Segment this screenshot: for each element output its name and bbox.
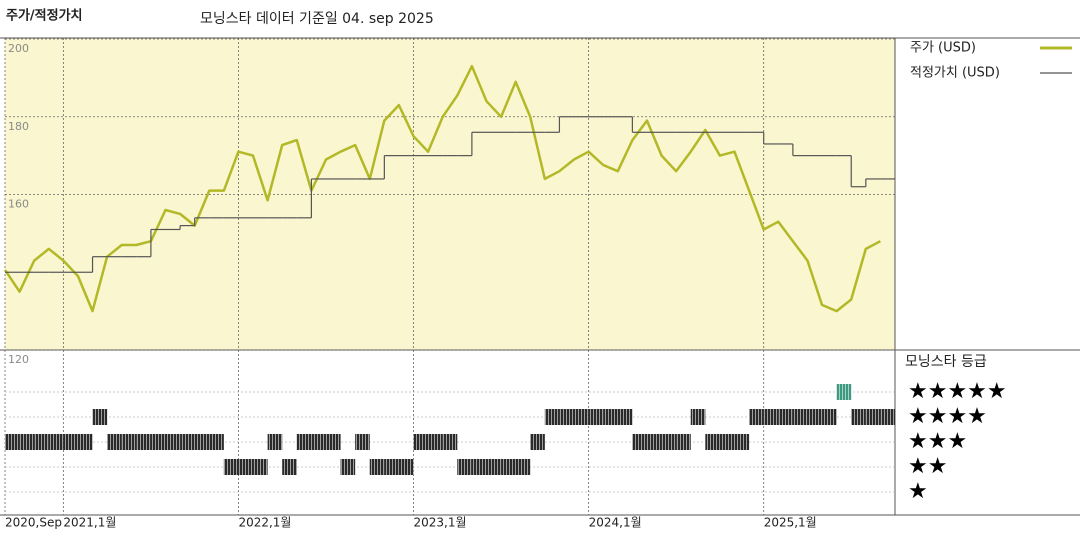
- rating-title: 모닝스타 등급: [905, 354, 987, 370]
- bar-texture: [92, 409, 108, 425]
- bar-texture: [325, 434, 341, 450]
- bar-texture: [792, 409, 808, 425]
- bar-texture: [646, 434, 662, 450]
- bar-texture: [734, 434, 750, 450]
- bar-texture: [822, 409, 837, 425]
- bar-texture: [209, 434, 224, 450]
- bar-texture: [457, 459, 472, 475]
- bar-texture: [150, 434, 166, 450]
- bar-texture: [632, 434, 647, 450]
- bar-texture: [136, 434, 151, 450]
- bar-texture: [194, 434, 210, 450]
- bar-texture: [121, 434, 137, 450]
- bar-texture: [515, 459, 531, 475]
- bar-texture: [676, 434, 691, 450]
- legend-label: 주가 (USD): [910, 41, 976, 56]
- legend-label: 적정가치 (USD): [910, 66, 1000, 81]
- bar-texture: [77, 434, 93, 450]
- chart-subtitle: 모닝스타 데이터 기준일 04. sep 2025: [200, 11, 434, 27]
- chart-title: 주가/적정가치: [6, 8, 83, 24]
- x-tick-label: 2024,1월: [589, 516, 642, 530]
- y-tick-label: 200: [8, 42, 29, 55]
- bar-texture: [5, 434, 20, 450]
- bar-texture: [778, 409, 793, 425]
- bar-texture: [296, 434, 312, 450]
- bar-texture: [165, 434, 181, 450]
- x-tick-label: 2023,1월: [414, 516, 467, 530]
- rating-label: ★★★★★: [908, 379, 1007, 404]
- bar-texture: [428, 434, 443, 450]
- bar-texture: [34, 434, 49, 450]
- bar-texture: [223, 459, 239, 475]
- bar-texture: [253, 459, 268, 475]
- bar-texture: [705, 434, 720, 450]
- rating-label: ★: [908, 479, 928, 504]
- bar-texture: [763, 409, 779, 425]
- bar-texture: [413, 434, 429, 450]
- bar-texture: [442, 434, 458, 450]
- bar-texture: [603, 409, 618, 425]
- bar-texture: [661, 434, 677, 450]
- bar-texture: [530, 434, 545, 450]
- bar-texture: [238, 459, 254, 475]
- bar-texture: [369, 459, 385, 475]
- bar-texture: [749, 409, 764, 425]
- y-tick-label: 180: [8, 120, 29, 133]
- x-tick-label: 2021,1월: [63, 516, 116, 530]
- rating-label: ★★: [908, 454, 947, 479]
- bar-texture: [690, 409, 706, 425]
- x-tick-label: 2025,1월: [764, 516, 817, 530]
- bar-texture: [486, 459, 502, 475]
- bar-texture: [48, 434, 64, 450]
- bar-texture: [836, 384, 852, 400]
- bar-texture: [107, 434, 122, 450]
- y-tick-label: 160: [8, 198, 29, 211]
- bar-texture: [544, 409, 560, 425]
- bar-texture: [880, 409, 895, 425]
- bar-texture: [574, 409, 589, 425]
- x-tick-label: 2020,Sep: [5, 516, 62, 530]
- bar-texture: [63, 434, 78, 450]
- bar-texture: [355, 434, 370, 450]
- bar-texture: [384, 459, 399, 475]
- bar-texture: [559, 409, 575, 425]
- bar-texture: [282, 459, 297, 475]
- bar-texture: [807, 409, 823, 425]
- bar-texture: [180, 434, 195, 450]
- bar-texture: [471, 459, 487, 475]
- bar-texture: [851, 409, 866, 425]
- bar-texture: [617, 409, 633, 425]
- bar-texture: [865, 409, 881, 425]
- bar-texture: [588, 409, 604, 425]
- y-tick-label: 120: [8, 353, 29, 366]
- bar-texture: [719, 434, 735, 450]
- bar-texture: [311, 434, 326, 450]
- bar-texture: [398, 459, 414, 475]
- bar-texture: [501, 459, 516, 475]
- rating-label: ★★★: [908, 429, 967, 454]
- bar-texture: [19, 434, 35, 450]
- bar-texture: [340, 459, 356, 475]
- rating-label: ★★★★: [908, 404, 987, 429]
- x-tick-label: 2022,1월: [238, 516, 291, 530]
- bar-texture: [267, 434, 283, 450]
- plot-background: [5, 38, 895, 350]
